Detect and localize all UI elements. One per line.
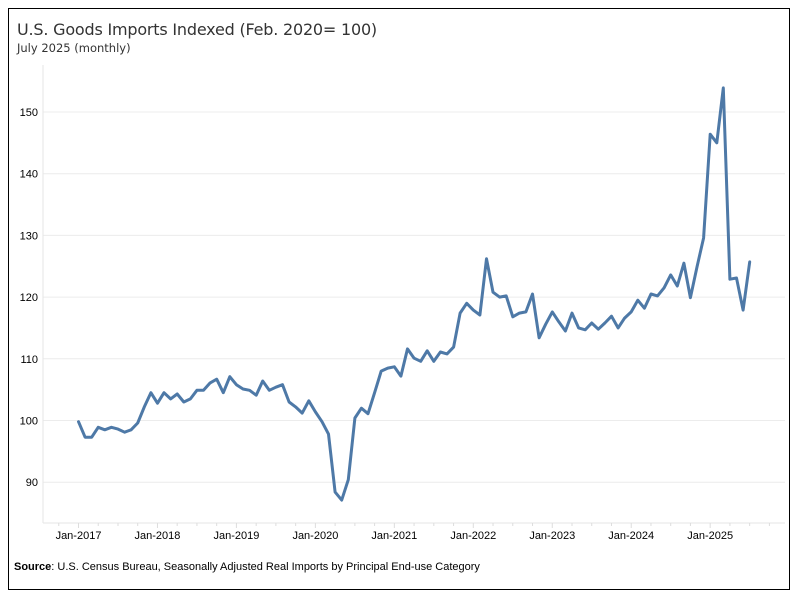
x-tick-label: Jan-2021 [371,530,417,542]
x-tick-label: Jan-2019 [213,530,259,542]
source-label: Source [14,561,52,573]
chart-frame [8,8,790,590]
y-tick-label: 120 [20,292,38,304]
y-tick-label: 90 [26,477,38,489]
x-tick-label: Jan-2022 [450,530,496,542]
y-tick-label: 110 [20,354,38,366]
y-tick-label: 100 [20,416,38,428]
x-tick-label: Jan-2024 [608,530,654,542]
x-tick-label: Jan-2017 [56,530,102,542]
x-tick-label: Jan-2018 [135,530,181,542]
y-tick-label: 130 [20,230,38,242]
x-tick-label: Jan-2023 [529,530,575,542]
source-text: : U.S. Census Bureau, Seasonally Adjuste… [51,561,480,573]
y-tick-label: 150 [20,107,38,119]
chart-title: U.S. Goods Imports Indexed (Feb. 2020= 1… [17,20,377,39]
x-tick-label: Jan-2025 [687,530,733,542]
x-tick-label: Jan-2020 [292,530,338,542]
source-note: Source: U.S. Census Bureau, Seasonally A… [14,561,480,573]
chart-subtitle: July 2025 (monthly) [17,41,131,55]
y-tick-label: 140 [20,169,38,181]
series-line [77,86,752,502]
